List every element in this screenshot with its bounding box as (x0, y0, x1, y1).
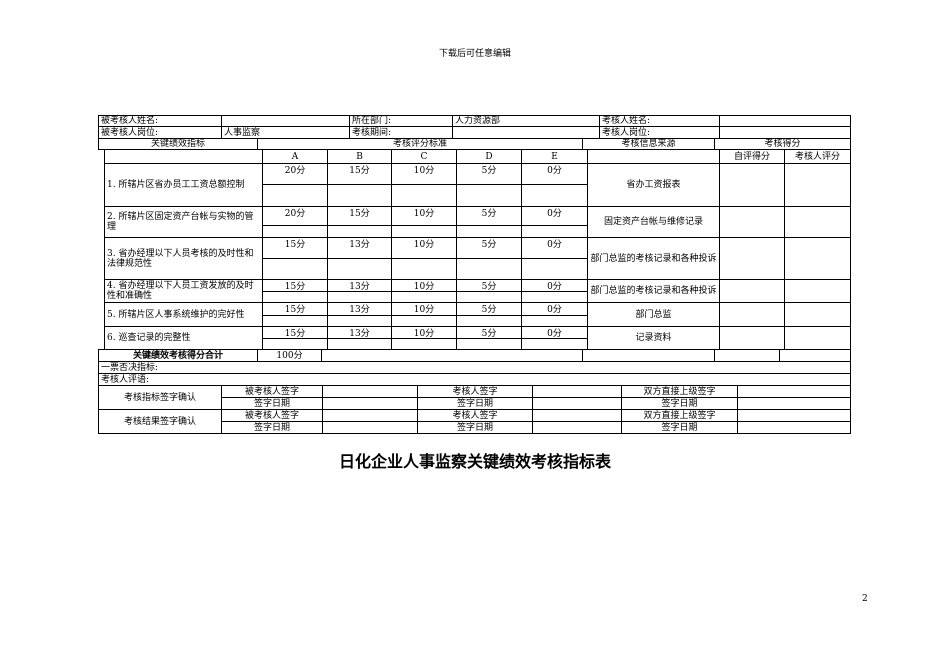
grade-header: E (521, 149, 588, 164)
date-label: 签字日期 (417, 421, 533, 434)
self-score-input (719, 237, 785, 280)
blank-cell (587, 149, 720, 164)
grade-score: 15分 (327, 206, 392, 226)
grade-score: 15分 (262, 302, 328, 316)
grade-header: C (391, 149, 457, 164)
grade-score: 13分 (327, 302, 392, 316)
page-title: 日化企业人事监察关键绩效考核指标表 (338, 452, 611, 471)
score-blank (327, 258, 392, 280)
grade-score: 15分 (327, 163, 392, 185)
self-score-input (719, 279, 785, 303)
score-blank (456, 184, 522, 207)
info-source: 部门总监 (587, 302, 720, 327)
header-self-score: 自评得分 (719, 149, 785, 164)
score-blank (521, 258, 588, 280)
kpi-item-name: 1. 所辖片区省办员工工资总额控制 (104, 163, 263, 207)
score-blank (327, 184, 392, 207)
date-field (322, 421, 418, 434)
self-score-input (719, 163, 785, 207)
grade-score: 10分 (391, 206, 457, 226)
info-source: 部门总监的考核记录和各种投诉 (587, 237, 720, 280)
score-blank (521, 184, 588, 207)
date-field (532, 421, 622, 434)
grade-score: 0分 (521, 206, 588, 226)
date-label: 签字日期 (621, 421, 738, 434)
date-label: 签字日期 (221, 421, 323, 434)
grade-score: 10分 (391, 237, 457, 259)
self-score-input (719, 326, 785, 350)
grade-score: 5分 (456, 206, 522, 226)
grade-score: 20分 (262, 163, 328, 185)
grade-score: 15分 (262, 237, 328, 259)
kpi-item-name: 6. 巡查记录的完整性 (104, 326, 263, 350)
grade-score: 0分 (521, 237, 588, 259)
score-blank (391, 184, 457, 207)
info-source: 省办工资报表 (587, 163, 720, 207)
kpi-item-name: 2. 所辖片区固定资产台帐与实物的管理 (104, 206, 263, 238)
grade-score: 5分 (456, 302, 522, 316)
grade-score: 10分 (391, 302, 457, 316)
grade-score: 10分 (391, 163, 457, 185)
blank-cell (104, 149, 263, 164)
kpi-item-name: 5. 所辖片区人事系统维护的完好性 (104, 302, 263, 327)
grade-score: 5分 (456, 237, 522, 259)
assessor-score-input (784, 163, 851, 207)
sign-section-label: 考核结果签字确认 (98, 409, 222, 434)
assessor-score-input (784, 206, 851, 238)
score-blank (391, 258, 457, 280)
grade-score: 0分 (521, 302, 588, 316)
grade-score: 20分 (262, 206, 328, 226)
self-score-input (719, 302, 785, 327)
assessor-score-input (784, 279, 851, 303)
assessor-score-input (784, 326, 851, 350)
assessor-score-input (784, 302, 851, 327)
info-source: 记录资料 (587, 326, 720, 350)
grade-header: B (327, 149, 392, 164)
score-blank (456, 258, 522, 280)
grade-score: 5分 (456, 163, 522, 185)
page-number: 2 (862, 594, 868, 604)
kpi-item-name: 3. 省办经理以下人员考核的及时性和法律规范性 (104, 237, 263, 280)
date-field (737, 421, 851, 434)
info-source: 部门总监的考核记录和各种投诉 (587, 279, 720, 303)
score-blank (262, 258, 328, 280)
grade-score: 0分 (521, 163, 588, 185)
info-source: 固定资产台帐与维修记录 (587, 206, 720, 238)
grade-score: 13分 (327, 237, 392, 259)
assessor-score-input (784, 237, 851, 280)
sign-section-label: 考核指标签字确认 (98, 385, 222, 410)
header-assessor-score: 考核人评分 (784, 149, 851, 164)
header-note: 下载后可任意编辑 (438, 49, 511, 59)
score-blank (262, 184, 328, 207)
grade-header: D (456, 149, 522, 164)
self-score-input (719, 206, 785, 238)
grade-header: A (262, 149, 328, 164)
kpi-item-name: 4. 省办经理以下人员工资发放的及时性和准确性 (104, 279, 263, 303)
